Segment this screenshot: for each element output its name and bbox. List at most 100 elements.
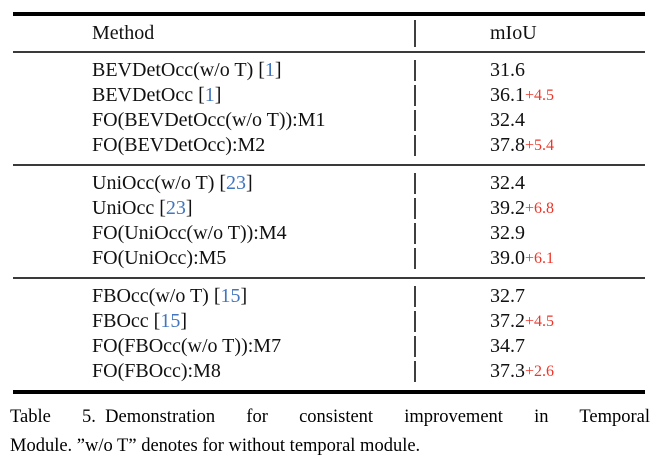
group-separator-rule (13, 277, 645, 279)
method-name: FO(UniOcc):M5 (92, 247, 227, 269)
table-row: UniOcc(w/o T) [23] 32.4 (13, 171, 645, 196)
method-name: FO(BEVDetOcc(w/o T)):M1 (92, 109, 326, 131)
miou-value: 32.4 (490, 172, 525, 194)
miou-value: 34.7 (490, 335, 525, 357)
method-cell: FBOcc(w/o T) [15] (13, 284, 414, 309)
citation-bracket-close: ] (246, 172, 253, 194)
method-cell: FO(UniOcc):M5 (13, 246, 414, 271)
miou-delta: +4.5 (525, 313, 555, 330)
citation-bracket-close: ] (185, 197, 193, 219)
table-row: UniOcc [23] 39.2 +6.8 (13, 196, 645, 221)
miou-cell: 31.6 (414, 58, 645, 83)
method-name: FO(FBOcc(w/o T)):M7 (92, 335, 282, 357)
method-name: BEVDetOcc (92, 84, 199, 106)
table-row: BEVDetOcc(w/o T) [1] 31.6 (13, 58, 645, 83)
citation-bracket-open: [ (198, 84, 205, 106)
miou-delta: +6.1 (525, 250, 555, 267)
method-cell: FO(FBOcc(w/o T)):M7 (13, 334, 414, 359)
citation-number[interactable]: 1 (264, 59, 275, 81)
method-cell: FO(FBOcc):M8 (13, 359, 414, 384)
citation-bracket-close: ] (180, 310, 188, 332)
miou-cell: 37.8 +5.4 (414, 133, 645, 158)
caption-line-1: Table 5. Demonstration for consistent im… (10, 407, 650, 427)
citation-number[interactable]: 23 (165, 197, 186, 219)
miou-cell: 32.4 (414, 171, 645, 196)
miou-cell: 36.1 +4.5 (414, 83, 645, 108)
table-group-bevdetocc: BEVDetOcc(w/o T) [1] 31.6 BEVDetOcc [1] … (13, 53, 645, 164)
citation-bracket-open: [ (159, 197, 166, 219)
citation-bracket-open: [ (213, 285, 221, 307)
citation-number[interactable]: 1 (204, 84, 215, 106)
miou-delta: +4.5 (525, 87, 555, 104)
table-row: FO(UniOcc(w/o T)):M4 32.9 (13, 221, 645, 246)
method-name: FO(BEVDetOcc):M2 (92, 134, 266, 156)
miou-header-cell: mIoU (414, 16, 645, 51)
miou-cell: 32.9 (414, 221, 645, 246)
miou-value: 39.0 (490, 247, 525, 269)
citation-number[interactable]: 15 (160, 310, 181, 332)
miou-cell: 32.4 (414, 108, 645, 133)
citation-bracket-open: [ (153, 310, 161, 332)
method-name: UniOcc (92, 197, 160, 219)
table-bottom-rule (13, 390, 645, 394)
method-cell: UniOcc(w/o T) [23] (13, 171, 414, 196)
method-name: UniOcc(w/o T) (92, 172, 220, 194)
method-column-header: Method (92, 22, 155, 44)
miou-value: 32.9 (490, 222, 525, 244)
miou-cell: 34.7 (414, 334, 645, 359)
method-cell: BEVDetOcc [1] (13, 83, 414, 108)
group-separator-rule (13, 164, 645, 166)
method-name: FBOcc(w/o T) (92, 285, 214, 307)
citation-bracket-close: ] (274, 59, 282, 81)
table-row: FO(FBOcc):M8 37.3 +2.6 (13, 359, 645, 384)
table-top-rule (13, 12, 645, 16)
citation-bracket-open: [ (219, 172, 227, 194)
method-cell: FO(BEVDetOcc(w/o T)):M1 (13, 108, 414, 133)
method-cell: BEVDetOcc(w/o T) [1] (13, 58, 414, 83)
method-header-cell: Method (13, 21, 414, 46)
table-row: FO(FBOcc(w/o T)):M7 34.7 (13, 334, 645, 359)
table-row: FO(BEVDetOcc(w/o T)):M1 32.4 (13, 108, 645, 133)
citation-bracket-close: ] (214, 84, 222, 106)
method-cell: FO(BEVDetOcc):M2 (13, 133, 414, 158)
header-rule (13, 51, 645, 53)
method-cell: UniOcc [23] (13, 196, 414, 221)
table-row: FO(UniOcc):M5 39.0 +6.1 (13, 246, 645, 271)
method-name: FO(FBOcc):M8 (92, 360, 221, 382)
table-row: FBOcc(w/o T) [15] 32.7 (13, 284, 645, 309)
method-name: BEVDetOcc(w/o T) (92, 59, 259, 81)
citation-number[interactable]: 23 (226, 172, 247, 194)
miou-cell: 37.3 +2.6 (414, 359, 645, 384)
miou-delta: +6.8 (525, 200, 555, 217)
miou-value: 39.2 (490, 197, 525, 219)
table-row: FBOcc [15] 37.2 +4.5 (13, 309, 645, 334)
citation-bracket-close: ] (240, 285, 248, 307)
miou-value: 32.7 (490, 285, 525, 307)
table-row: BEVDetOcc [1] 36.1 +4.5 (13, 83, 645, 108)
method-name: FO(UniOcc(w/o T)):M4 (92, 222, 287, 244)
results-table: Method mIoU BEVDetOcc(w/o T) [1] 31.6 BE… (13, 12, 645, 394)
table-header-row: Method mIoU (13, 16, 645, 51)
table-caption: Table 5. Demonstration for consistent im… (10, 403, 650, 461)
method-cell: FO(UniOcc(w/o T)):M4 (13, 221, 414, 246)
miou-delta: +5.4 (525, 137, 555, 154)
miou-value: 37.8 (490, 134, 525, 156)
citation-bracket-open: [ (258, 59, 265, 81)
table-group-uniocc: UniOcc(w/o T) [23] 32.4 UniOcc [23] 39.2… (13, 166, 645, 277)
miou-value: 36.1 (490, 84, 525, 106)
miou-value: 37.3 (490, 360, 525, 382)
miou-delta: +2.6 (525, 363, 555, 380)
caption-line-2: Module. ”w/o T” denotes for without temp… (10, 436, 421, 456)
method-name: FBOcc (92, 310, 154, 332)
miou-column-header: mIoU (490, 22, 537, 44)
table-row: FO(BEVDetOcc):M2 37.8 +5.4 (13, 133, 645, 158)
miou-value: 37.2 (490, 310, 525, 332)
table-group-fbocc: FBOcc(w/o T) [15] 32.7 FBOcc [15] 37.2 +4… (13, 279, 645, 390)
miou-value: 31.6 (490, 59, 525, 81)
citation-number[interactable]: 15 (220, 285, 241, 307)
method-cell: FBOcc [15] (13, 309, 414, 334)
miou-cell: 32.7 (414, 284, 645, 309)
miou-cell: 39.2 +6.8 (414, 196, 645, 221)
miou-cell: 37.2 +4.5 (414, 309, 645, 334)
